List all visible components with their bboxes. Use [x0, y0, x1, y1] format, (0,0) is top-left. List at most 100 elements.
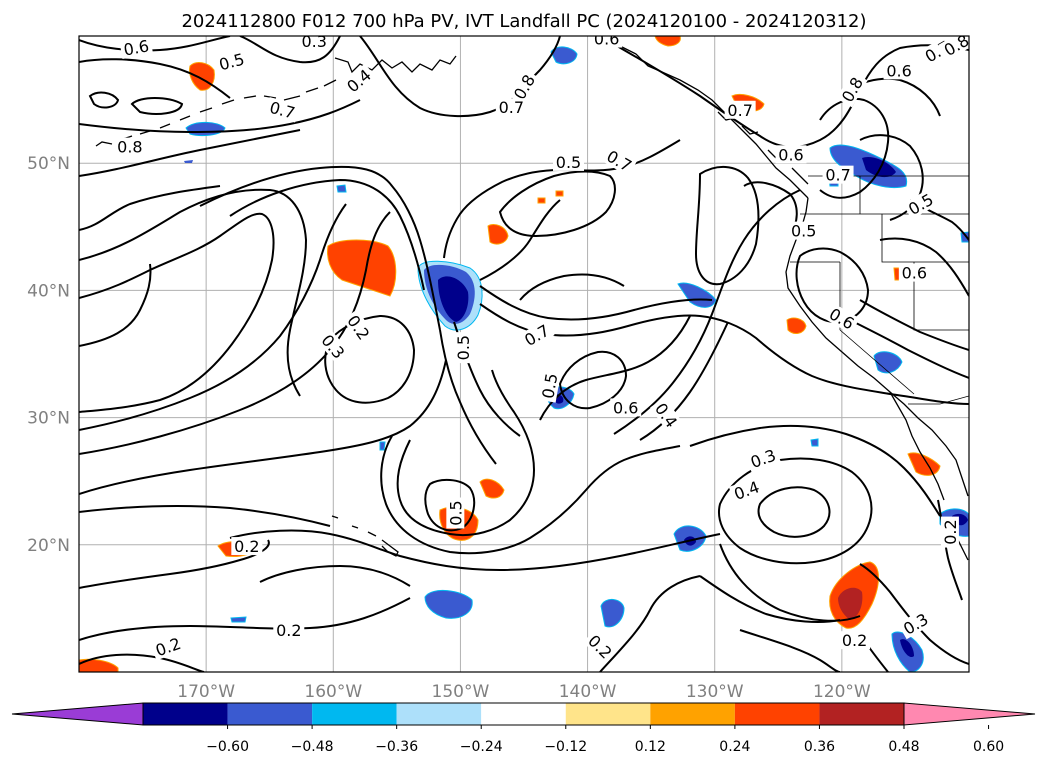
contour-label: 0.2 — [342, 309, 375, 346]
lat-tick-label: 30°N — [27, 409, 70, 429]
lon-tick-label: 150°W — [432, 682, 490, 702]
map-frame — [78, 35, 970, 673]
lat-tick-label: 50°N — [27, 154, 70, 174]
contour-label: 0.5 — [788, 221, 820, 241]
contour-label-text: 0.5 — [556, 153, 581, 172]
contour-label-text: 0.6 — [902, 264, 927, 283]
contour-label-text: 0.7 — [499, 98, 524, 117]
colorbar: −0.60 −0.48 −0.36 −0.24 −0.12 0.12 0.24 0.36 0.4… — [11, 702, 1036, 755]
contour-label: 0.2 — [839, 631, 871, 650]
contour-label-bg — [119, 36, 154, 60]
contour-label: 0.5 — [537, 368, 561, 403]
contour-label-bg — [788, 221, 820, 240]
contour-label: 0.6 — [591, 30, 623, 49]
colorbar-segment — [734, 703, 820, 725]
contour-label: 0.6 — [775, 145, 807, 164]
contour-label-text: 0.6 — [594, 30, 619, 49]
contour-label-text: 0.2 — [234, 537, 259, 556]
contour-label-bg — [591, 36, 623, 48]
contour-label-text: 0.8 — [117, 138, 142, 157]
contour-label-bg — [508, 68, 540, 105]
colorbar-segment — [819, 703, 904, 725]
contour-label-bg — [823, 302, 860, 334]
contour-label-bg — [883, 61, 915, 80]
contour-label-bg — [745, 444, 781, 473]
contour-label: 0.6 — [898, 263, 930, 283]
contour-label-bg — [214, 48, 249, 75]
contour-label-bg — [898, 263, 930, 282]
contour-label-bg — [601, 145, 638, 177]
lon-tick-label: 170°W — [177, 682, 235, 702]
contour-label-bg — [582, 629, 618, 664]
pv-negative-anomaly-center — [417, 260, 483, 331]
map-axes: 0.60.50.30.40.70.80.80.70.5 0.70.60.70.60… — [78, 30, 970, 673]
contour-label-bg — [839, 631, 871, 650]
contour-label: 0.2 — [940, 516, 960, 548]
contour-label-bg — [114, 137, 146, 156]
lat-tick-label: 20°N — [27, 536, 70, 556]
contour-label-bg — [342, 309, 375, 346]
axis-ticks: 170°W 160°W 150°W 140°W 130°W 120°W 20°N 30°N 40… — [27, 154, 871, 702]
contour-label-text: 0.3 — [301, 32, 326, 51]
contour-label: 0.6 — [119, 36, 154, 60]
contour-label: 0.7 — [822, 165, 854, 185]
contour-label-text: 0.7 — [727, 101, 752, 120]
lat-tick-label: 40°N — [27, 281, 70, 301]
colorbar-extend-high — [903, 702, 1036, 726]
bc-islands — [717, 111, 809, 185]
contour-label: 0.5 — [453, 332, 473, 364]
map-background — [79, 36, 969, 672]
contour-label-bg — [316, 328, 351, 365]
contour-label-bg — [341, 63, 377, 98]
alaska-coast — [334, 55, 457, 74]
contour-label: 0.2 — [231, 537, 263, 556]
contour-label-bg — [553, 152, 584, 171]
colorbar-tick-label: −0.24 — [460, 739, 503, 755]
contour-label-text: 0.2 — [276, 621, 301, 640]
colorbar-segment — [312, 703, 397, 725]
colorbar-segment — [227, 703, 313, 725]
contour-label-bg — [724, 100, 756, 119]
lon-tick-label: 140°W — [559, 682, 617, 702]
contour-label-text: 0.2 — [842, 631, 867, 650]
baja-california — [889, 391, 945, 501]
contour-label-bg — [728, 476, 765, 504]
contour-label-text: 0.5 — [538, 372, 561, 400]
colorbar-frame — [142, 702, 905, 726]
contour-label-text: 0.7 — [825, 166, 850, 185]
contour-label-bg — [610, 398, 642, 417]
contour-label: 0.2 — [273, 621, 305, 640]
contour-label-bg — [495, 98, 527, 117]
contour-label-text: 0.5 — [454, 335, 473, 360]
contour-label-bg — [537, 368, 561, 403]
colorbar-segment — [565, 703, 651, 725]
hawaiian-islands — [331, 515, 399, 557]
colorbar-segment — [650, 703, 735, 725]
colorbar-tick-label: −0.48 — [291, 739, 334, 755]
colorbar-tick-label: 0.12 — [635, 739, 666, 755]
colorbar-tick-label: 0.24 — [719, 739, 750, 755]
contour-label-bg — [902, 188, 939, 220]
colorbar-tick-label: −0.60 — [206, 739, 249, 755]
colorbar-segment — [481, 703, 566, 725]
colorbar-tick-label: −0.36 — [375, 739, 418, 755]
contour-label: 0.6 — [610, 398, 642, 417]
pv-positive-anomaly-patches — [79, 36, 941, 672]
colorbar-tick-label: 0.48 — [888, 739, 919, 755]
contour-label-text: 0.6 — [886, 61, 911, 80]
contour-label: 0.5 — [553, 152, 584, 172]
colorbar-segment — [143, 703, 228, 725]
contour-label-bg — [897, 608, 934, 640]
figure-title: 2024112800 F012 700 hPa PV, IVT Landfall… — [181, 11, 866, 32]
contour-label-bg — [273, 621, 305, 640]
colorbar-tick-label: 0.60 — [973, 739, 1004, 755]
lon-tick-label: 160°W — [304, 682, 362, 702]
contour-label-bg — [938, 36, 969, 61]
us-mexico-border — [908, 395, 969, 405]
colorbar-segment — [396, 703, 482, 725]
contour-label-bg — [836, 71, 868, 108]
state-lines — [790, 176, 969, 395]
contour-label: 0.5 — [446, 497, 465, 529]
contour-label-text: 0.6 — [122, 36, 150, 59]
contour-label-bg — [650, 397, 683, 433]
